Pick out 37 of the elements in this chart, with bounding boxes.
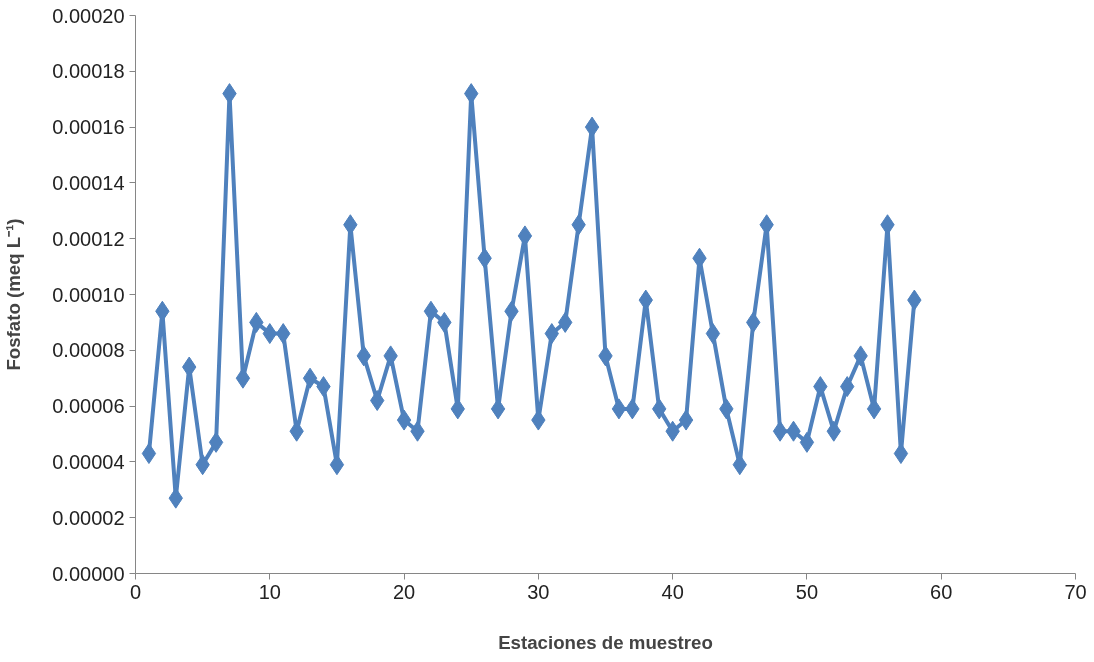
- point: [893, 443, 909, 465]
- point: [396, 409, 412, 431]
- point: [611, 398, 627, 420]
- point: [678, 409, 694, 431]
- x-tick-label: 20: [392, 580, 416, 603]
- point: [799, 431, 815, 453]
- y-tick-label: 0.00008: [52, 339, 125, 362]
- y-tick-label: 0.00006: [52, 395, 125, 418]
- point: [866, 398, 882, 420]
- point: [235, 367, 251, 389]
- point: [584, 116, 600, 138]
- x-tick-label: 60: [930, 580, 953, 603]
- y-tick-label: 0.00002: [52, 506, 125, 529]
- x-tick-label: 70: [1064, 580, 1087, 603]
- x-tick-label: 0: [129, 580, 142, 603]
- point: [141, 443, 157, 465]
- x-tick-label: 10: [258, 580, 281, 603]
- point: [705, 323, 721, 345]
- y-tick-label: 0.00000: [52, 562, 125, 585]
- y-tick-label: 0.00016: [52, 116, 125, 139]
- point: [423, 300, 439, 322]
- point: [208, 431, 224, 453]
- x-tick-label: 40: [661, 580, 684, 603]
- y-tick-label: 0.00010: [52, 283, 125, 306]
- point: [490, 398, 506, 420]
- y-tick-label: 0.00018: [52, 60, 125, 83]
- x-axis-title: Estaciones de muestreo: [498, 631, 713, 653]
- y-tick-label: 0.00014: [52, 171, 125, 194]
- point: [302, 367, 318, 389]
- point: [329, 454, 345, 476]
- point: [772, 420, 788, 442]
- y-tick-label: 0.00020: [52, 4, 125, 27]
- y-tick-label: 0.00004: [52, 450, 125, 473]
- x-tick-label: 30: [527, 580, 550, 603]
- y-tick-label: 0.00012: [52, 227, 125, 250]
- y-axis-title: Fosfato (meq L⁻¹): [3, 218, 25, 371]
- x-tick-label: 50: [795, 580, 819, 603]
